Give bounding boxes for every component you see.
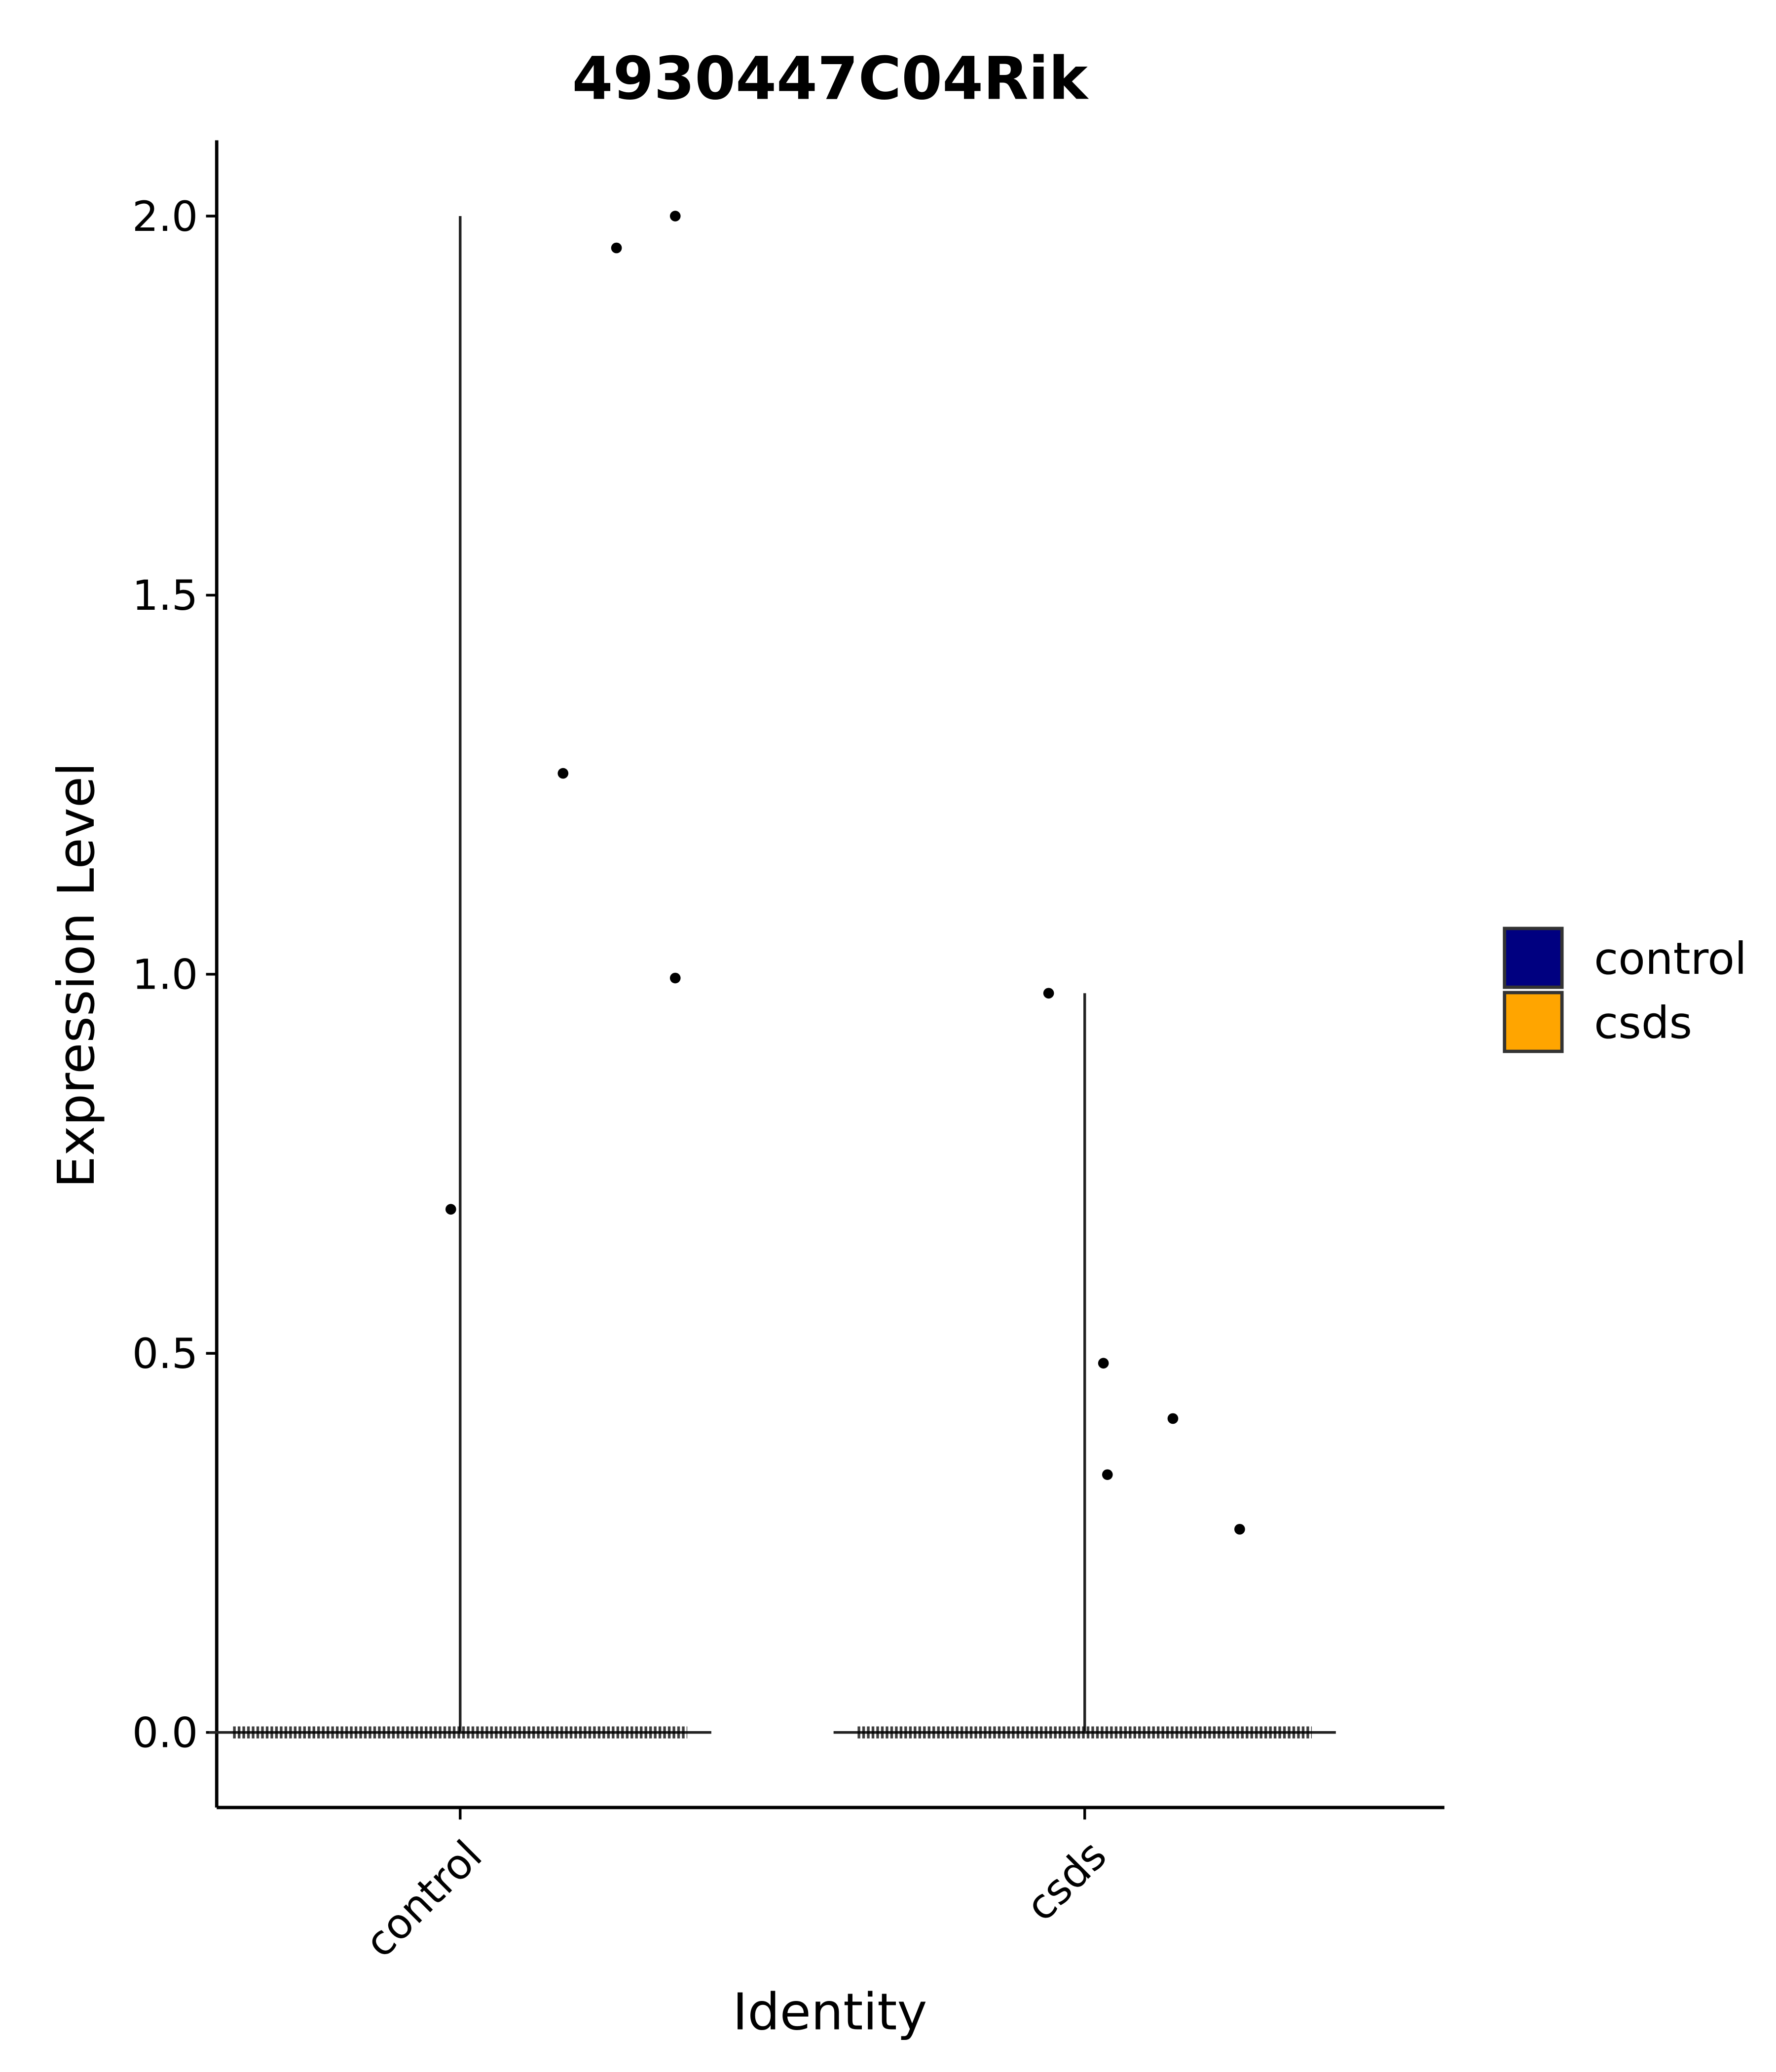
point — [557, 768, 569, 779]
point — [669, 972, 681, 984]
y-tick-label: 1.5 — [132, 571, 198, 620]
point — [611, 242, 622, 254]
y-tick-label: 0.0 — [132, 1708, 198, 1757]
point — [1234, 1523, 1245, 1535]
legend-key — [1503, 926, 1564, 989]
point — [1102, 1469, 1113, 1480]
y-tick-label: 2.0 — [132, 192, 198, 241]
point — [1043, 988, 1054, 999]
x-axis-label: Identity — [733, 1982, 927, 2041]
point — [445, 1204, 456, 1215]
point — [1098, 1358, 1109, 1369]
chart-title: 4930447C04Rik — [572, 44, 1089, 113]
legend-label: control — [1594, 933, 1747, 985]
y-axis-label: Expression Level — [47, 762, 106, 1188]
point — [1167, 1413, 1179, 1424]
point — [669, 211, 681, 222]
legend-label: csds — [1594, 998, 1692, 1049]
y-tick-label: 1.0 — [132, 951, 198, 999]
legend-key — [1503, 991, 1564, 1053]
y-tick-label: 0.5 — [132, 1330, 198, 1378]
